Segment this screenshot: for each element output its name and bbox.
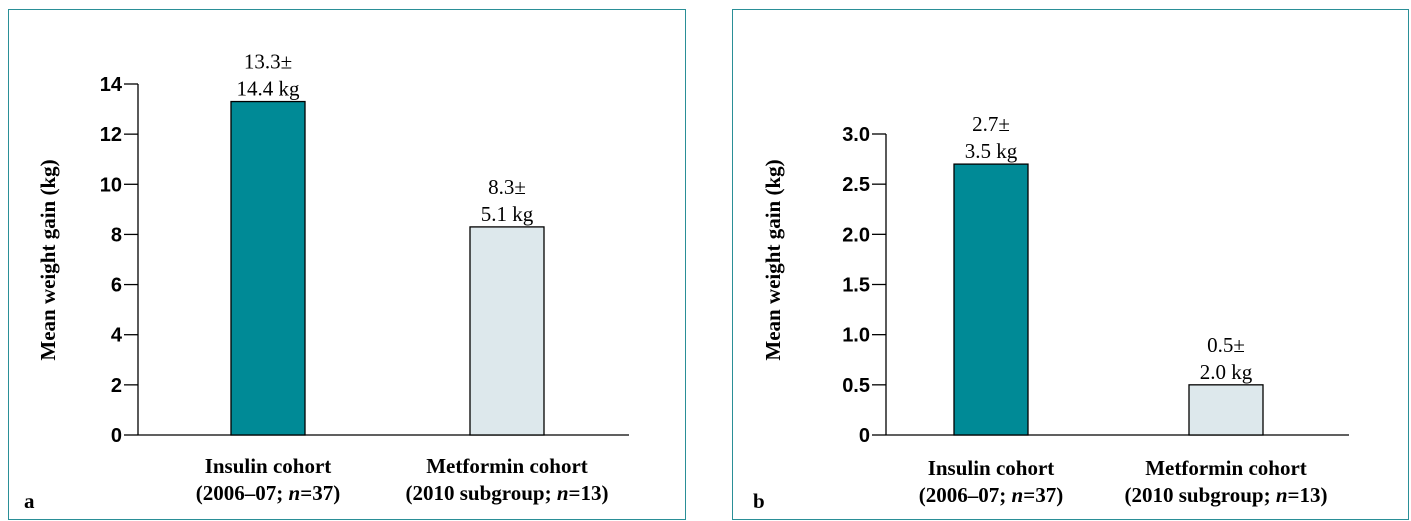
panel-label: a <box>24 489 35 513</box>
chart-panel-a: 0 2 4 6 8 10 12 14 Mean weight gain (kg) 13.3± 14.… <box>8 9 686 520</box>
bar-value-label: 2.7± <box>972 112 1010 136</box>
y-tick-label: 1.5 <box>842 275 870 297</box>
y-tick-label: 12 <box>100 124 122 146</box>
x-category-sublabel-part: (2006–07; <box>919 483 1012 507</box>
x-category-label: Metformin cohort <box>426 454 588 478</box>
y-tick-label: 14 <box>100 74 123 96</box>
y-tick-label: 0 <box>859 425 870 447</box>
x-category-sublabel-part: (2010 subgroup; <box>1125 483 1276 507</box>
x-category-label: Metformin cohort <box>1145 456 1307 480</box>
x-category-sublabel-part: =13) <box>1288 483 1328 507</box>
bar-value-label: 5.1 kg <box>481 202 534 226</box>
x-category-sublabel-part: (2010 subgroup; <box>406 481 557 505</box>
y-tick-label: 2.5 <box>842 174 870 196</box>
bar-insulin <box>230 100 306 436</box>
bar-chart-a: 0 2 4 6 8 10 12 14 Mean weight gain (kg) 13.3± 14.… <box>24 50 629 513</box>
bar-metformin <box>469 226 545 436</box>
bar-value-label: 14.4 kg <box>237 77 301 101</box>
bar-metformin <box>1188 384 1264 436</box>
bar-value-label: 0.5± <box>1207 333 1245 357</box>
y-tick-label: 0.5 <box>842 375 870 397</box>
x-category-sublabel-n: n <box>1012 483 1024 507</box>
y-tick-label: 0 <box>111 425 122 447</box>
bar-chart-b: 0 0.5 1.0 1.5 2.0 2.5 3.0 Mean weight gain (kg)… <box>753 112 1349 513</box>
y-tick-label: 2.0 <box>842 224 870 246</box>
y-tick-label: 6 <box>111 275 122 297</box>
y-tick-label: 3.0 <box>842 124 870 146</box>
x-category-sublabel-part: =37) <box>1023 483 1063 507</box>
y-tick-label: 2 <box>111 375 122 397</box>
x-category-sublabel: (2006–07; n=37) <box>196 481 340 505</box>
bar-value-label: 3.5 kg <box>965 139 1018 163</box>
y-tick-label: 4 <box>111 325 123 347</box>
x-category-sublabel-part: (2006–07; <box>196 481 289 505</box>
x-category-label: Insulin cohort <box>205 454 332 478</box>
bar-insulin <box>953 163 1029 436</box>
bar-value-label: 8.3± <box>488 175 526 199</box>
bar-value-label: 2.0 kg <box>1200 360 1253 384</box>
x-category-sublabel-n: n <box>1276 483 1288 507</box>
x-category-sublabel: (2010 subgroup; n=13) <box>1125 483 1328 507</box>
x-category-sublabel: (2006–07; n=37) <box>919 483 1063 507</box>
x-category-sublabel: (2010 subgroup; n=13) <box>406 481 609 505</box>
x-category-sublabel-n: n <box>557 481 569 505</box>
bar-value-label: 13.3± <box>244 50 292 74</box>
x-category-label: Insulin cohort <box>928 456 1055 480</box>
x-category-sublabel-part: =37) <box>300 481 340 505</box>
x-category-sublabel-part: =13) <box>569 481 609 505</box>
y-axis-label: Mean weight gain (kg) <box>36 159 60 360</box>
chart-panel-b: 0 0.5 1.0 1.5 2.0 2.5 3.0 Mean weight gain (kg)… <box>732 9 1409 520</box>
x-category-sublabel-n: n <box>289 481 301 505</box>
y-axis-label: Mean weight gain (kg) <box>761 159 785 360</box>
panel-label: b <box>753 489 765 513</box>
y-tick-label: 1.0 <box>842 325 870 347</box>
y-tick-label: 8 <box>111 224 122 246</box>
y-tick-label: 10 <box>100 174 122 196</box>
